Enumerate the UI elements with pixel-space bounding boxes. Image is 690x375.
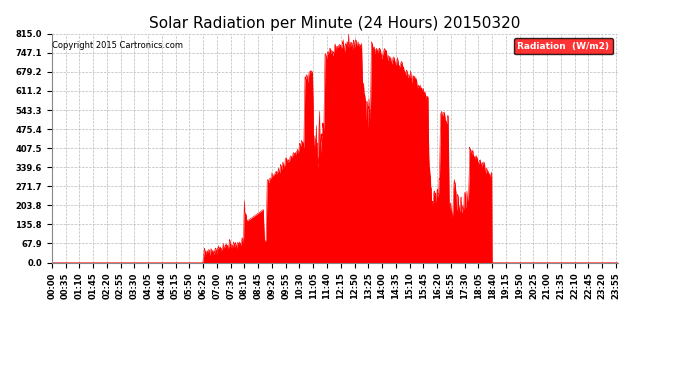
Legend: Radiation  (W/m2): Radiation (W/m2)	[514, 38, 613, 54]
Title: Solar Radiation per Minute (24 Hours) 20150320: Solar Radiation per Minute (24 Hours) 20…	[149, 16, 520, 31]
Text: Copyright 2015 Cartronics.com: Copyright 2015 Cartronics.com	[52, 40, 184, 50]
